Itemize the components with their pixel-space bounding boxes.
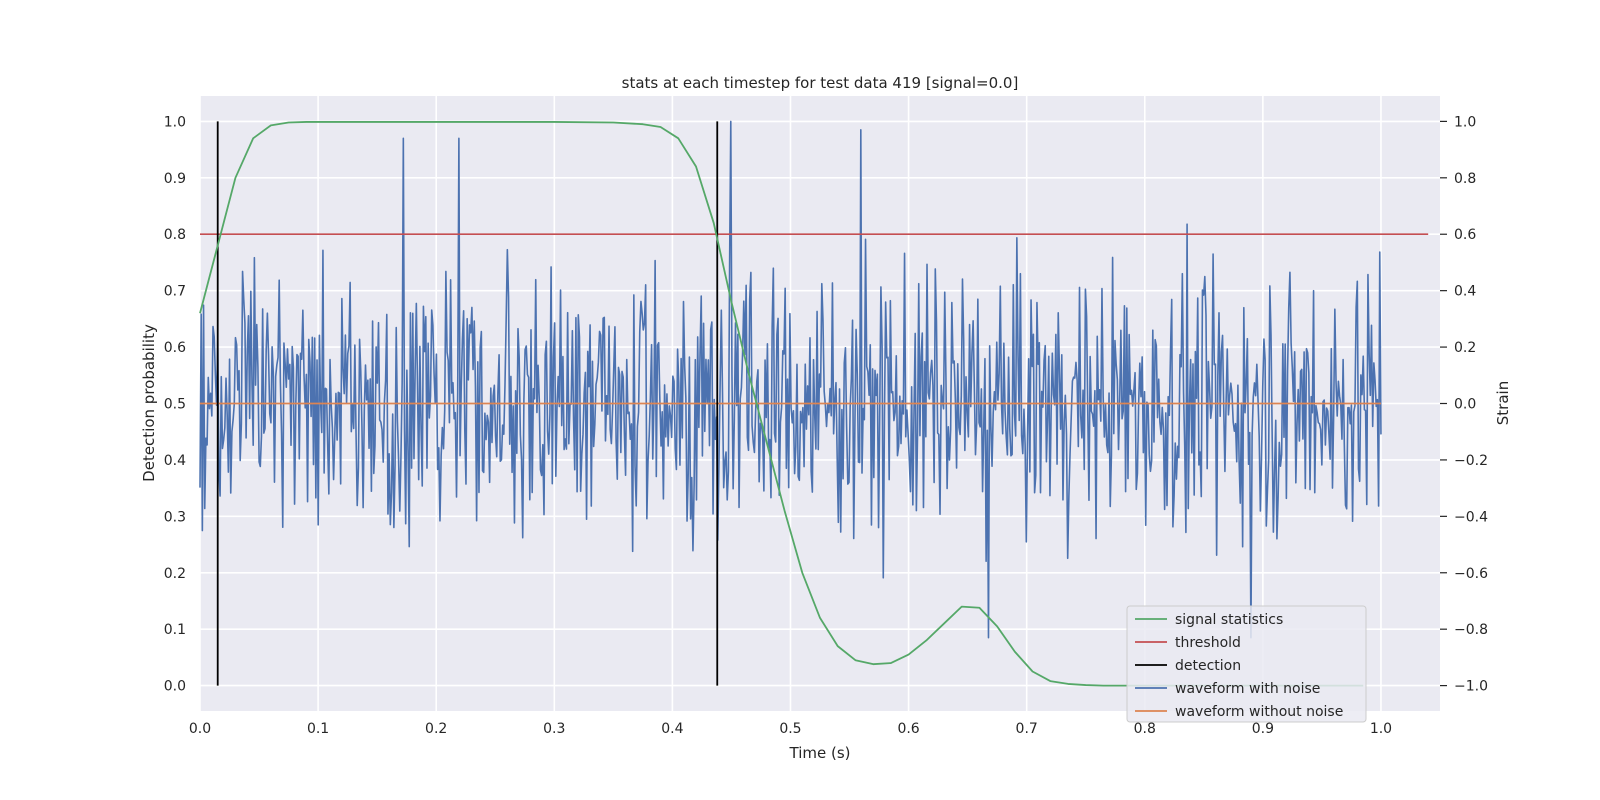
x-tick-label: 0.0 xyxy=(189,721,211,737)
y2-tick-label: −0.2 xyxy=(1454,453,1488,469)
y2-tick-label: 0.8 xyxy=(1454,171,1476,187)
series-layer xyxy=(199,120,1429,687)
y2-tick-label: 0.2 xyxy=(1454,340,1476,356)
x-tick-label: 0.2 xyxy=(425,721,447,737)
x-tick-label: 0.5 xyxy=(779,721,801,737)
x-tick-label: 0.7 xyxy=(1016,721,1038,737)
x-tick-label: 0.3 xyxy=(543,721,565,737)
y-tick-label: 0.1 xyxy=(164,622,186,638)
y-tick-label: 1.0 xyxy=(164,114,186,130)
x-tick-label: 0.6 xyxy=(897,721,919,737)
y2-tick-label: −0.8 xyxy=(1454,622,1488,638)
x-tick-label: 0.1 xyxy=(307,721,329,737)
y-tick-label: 0.9 xyxy=(164,171,186,187)
y-axis-label: Detection probability xyxy=(140,324,158,482)
y2-tick-label: 0.6 xyxy=(1454,227,1476,243)
x-axis-label: Time (s) xyxy=(789,744,851,762)
y-tick-label: 0.6 xyxy=(164,340,186,356)
ticks: 0.0 0.1 0.2 0.3 0.4 0.5 0.6 0.7 0.8 0.9 1.0 0.0 0.1 0… xyxy=(164,114,1488,737)
y2-tick-label: 1.0 xyxy=(1454,114,1476,130)
y2-axis-label: Strain xyxy=(1494,381,1512,425)
legend-label: detection xyxy=(1175,658,1241,674)
x-tick-label: 1.0 xyxy=(1370,721,1392,737)
y-tick-label: 0.4 xyxy=(164,453,186,469)
chart-title: stats at each timestep for test data 419… xyxy=(622,74,1019,92)
x-tick-label: 0.8 xyxy=(1134,721,1156,737)
y-tick-label: 0.3 xyxy=(164,509,186,525)
legend-box xyxy=(1126,605,1367,723)
series-waveform-with-noise xyxy=(199,120,1382,639)
legend-label: waveform with noise xyxy=(1175,681,1320,697)
x-tick-label: 0.9 xyxy=(1252,721,1274,737)
y-tick-label: 0.5 xyxy=(164,397,186,413)
legend: signal statistics threshold detection wavef… xyxy=(1126,605,1367,723)
y2-tick-label: −1.0 xyxy=(1454,679,1488,695)
legend-label: waveform without noise xyxy=(1175,704,1343,720)
y-tick-label: 0.2 xyxy=(164,566,186,582)
y2-tick-label: 0.0 xyxy=(1454,397,1476,413)
legend-label: threshold xyxy=(1175,635,1241,651)
y2-tick-label: −0.4 xyxy=(1454,509,1488,525)
x-tick-label: 0.4 xyxy=(661,721,683,737)
y2-tick-label: 0.4 xyxy=(1454,284,1476,300)
y-tick-label: 0.8 xyxy=(164,227,186,243)
y2-tick-label: −0.6 xyxy=(1454,566,1488,582)
y-tick-label: 0.7 xyxy=(164,284,186,300)
legend-label: signal statistics xyxy=(1175,612,1283,628)
series-signal-statistics xyxy=(199,121,1364,687)
y-tick-label: 0.0 xyxy=(164,679,186,695)
